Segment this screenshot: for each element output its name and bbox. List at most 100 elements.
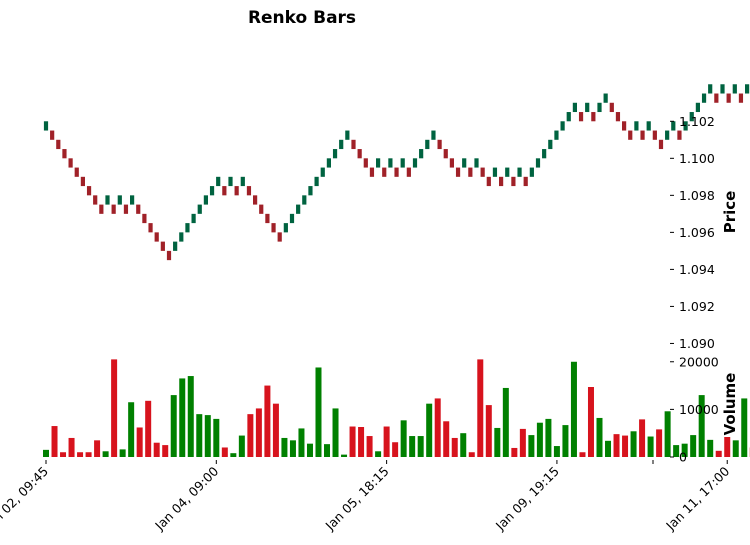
volume-bar [170,395,177,457]
renko-brick [652,130,657,140]
renko-brick [259,204,264,214]
renko-brick [130,195,135,205]
renko-brick [117,195,122,205]
renko-brick [492,167,498,177]
renko-brick [363,158,368,168]
volume-bar [613,434,620,457]
volume-bar [664,411,671,457]
volume-bar [690,435,697,457]
x-tick-label: Jan 02, 09:45 [0,464,51,534]
renko-brick [369,167,375,177]
volume-bar [119,449,126,457]
volume-bar [213,418,220,457]
volume-tick-label: 0 [679,450,687,465]
volume-bar [622,435,629,457]
volume-axis: 0 10000 20000 [670,354,719,465]
price-bricks [43,84,750,261]
renko-brick [50,130,55,140]
renko-brick [671,121,676,131]
volume-bar [204,415,211,457]
renko-brick [234,186,239,196]
renko-brick [154,232,159,242]
volume-bar [417,436,424,457]
volume-bar [247,414,254,457]
renko-brick [203,195,208,205]
renko-brick [419,149,424,159]
volume-bar [221,447,228,457]
renko-brick [468,167,473,177]
volume-bar [579,452,586,457]
volume-bar [630,431,637,457]
volume-bar [707,439,714,457]
renko-brick [732,84,737,94]
renko-brick [351,139,356,150]
renko-brick [486,176,491,187]
renko-brick [62,149,67,159]
renko-brick [615,112,621,122]
x-tick-label: Jan 05, 18:15 [322,464,392,534]
renko-brick [542,149,547,159]
renko-brick [265,213,270,224]
volume-bar [238,435,245,457]
renko-brick [523,176,528,187]
renko-brick [326,158,331,168]
renko-brick [535,158,541,168]
volume-bar [102,451,109,457]
volume-bar [451,437,458,457]
volume-bar [426,403,433,457]
renko-brick [332,149,338,159]
renko-brick [560,121,565,131]
renko-brick [437,139,442,150]
renko-brick [179,232,184,242]
volume-bar [68,437,75,457]
renko-brick [74,167,79,177]
renko-brick [80,176,85,187]
renko-brick [622,121,627,131]
renko-brick [136,204,141,214]
renko-brick [314,176,319,187]
price-tick-label: 1.094 [679,262,715,277]
renko-brick [695,102,700,113]
renko-brick [609,102,614,113]
price-tick-label: 1.102 [679,114,715,129]
renko-brick [388,158,393,168]
renko-brick [222,186,227,196]
renko-brick [431,130,436,140]
renko-brick [277,232,282,242]
renko-brick [425,139,430,150]
renko-brick [745,84,750,94]
volume-bar [128,402,135,457]
renko-brick [86,186,92,196]
volume-bar [43,449,49,457]
price-tick-label: 1.100 [679,151,715,166]
renko-brick [480,167,485,177]
chart-title: Renko Bars [248,8,356,28]
volume-bar [281,437,288,457]
price-axis-label: Price [721,191,739,234]
volume-bar [324,444,331,457]
renko-brick [185,223,190,233]
renko-brick [585,102,590,113]
renko-brick [320,167,325,177]
renko-brick [253,195,258,205]
volume-bar [145,400,152,457]
renko-brick [603,93,608,103]
renko-brick [683,121,688,131]
volume-bar [136,427,143,457]
price-axis: 1.090 1.092 1.094 1.096 1.098 1.100 1.102 [670,114,715,351]
volume-bar [656,429,663,457]
renko-brick [283,223,288,233]
renko-brick [406,167,411,177]
renko-brick [412,158,418,168]
renko-brick [382,167,387,177]
renko-brick [499,176,504,187]
volume-bar [272,403,279,457]
price-tick-label: 1.098 [679,188,715,203]
renko-brick [462,158,467,168]
volume-tick-label: 20000 [679,354,719,369]
volume-bar [562,425,569,457]
renko-brick [209,186,215,196]
renko-brick [566,112,571,122]
volume-bar [60,452,67,457]
